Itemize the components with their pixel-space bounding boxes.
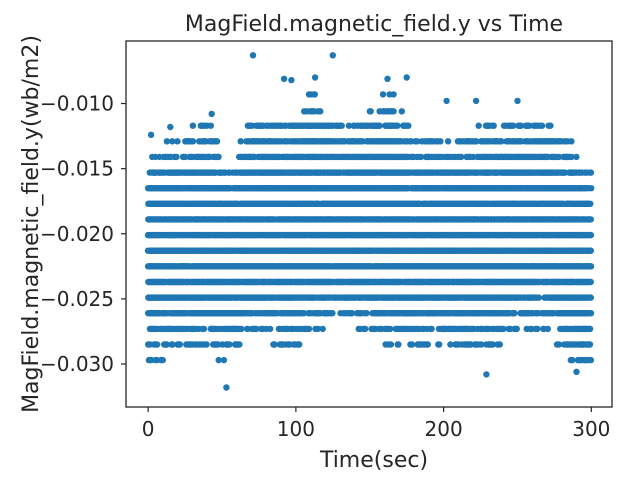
- data-point: [395, 341, 402, 348]
- data-point: [490, 122, 497, 129]
- data-point: [511, 310, 518, 317]
- data-point: [319, 325, 326, 333]
- data-point: [317, 108, 324, 115]
- data-point: [363, 310, 370, 317]
- data-point: [159, 356, 166, 364]
- data-point: [163, 341, 171, 348]
- data-point: [329, 310, 336, 317]
- data-point: [226, 341, 233, 348]
- data-point: [387, 341, 395, 348]
- data-point: [405, 122, 412, 129]
- data-point: [253, 325, 260, 333]
- data-point: [213, 138, 221, 145]
- data-point: [424, 341, 431, 348]
- data-point: [390, 108, 397, 115]
- data-point: [236, 341, 243, 348]
- data-point: [220, 356, 228, 364]
- data-point: [237, 138, 244, 145]
- data-point: [267, 325, 274, 333]
- data-point: [215, 356, 222, 364]
- data-point: [447, 341, 454, 348]
- data-point: [300, 310, 308, 317]
- data-point: [348, 310, 356, 317]
- data-point: [189, 138, 197, 145]
- data-point: [296, 341, 303, 348]
- data-point: [436, 341, 443, 348]
- data-point: [215, 153, 222, 161]
- data-point: [417, 153, 425, 161]
- data-point: [478, 341, 485, 348]
- data-point: [238, 325, 245, 333]
- data-point: [173, 153, 180, 161]
- data-point: [345, 122, 353, 129]
- data-point: [444, 138, 452, 145]
- data-point: [154, 341, 161, 348]
- data-point: [189, 122, 197, 129]
- data-point: [394, 122, 401, 129]
- data-point: [513, 325, 520, 333]
- data-point: [207, 122, 214, 129]
- data-point: [163, 138, 171, 145]
- data-point: [203, 341, 210, 348]
- data-point: [362, 325, 369, 333]
- data-point: [176, 341, 184, 348]
- data-point: [390, 91, 397, 98]
- chart-title: MagField.magnetic_field.y vs Time: [185, 12, 563, 37]
- data-point: [408, 341, 416, 348]
- data-point: [376, 122, 383, 129]
- data-point: [437, 138, 444, 145]
- data-point: [311, 91, 318, 98]
- data-point: [174, 138, 181, 145]
- data-point: [338, 122, 345, 129]
- data-point: [473, 138, 480, 145]
- data-point: [314, 325, 321, 333]
- data-point: [367, 108, 374, 115]
- data-point: [428, 325, 435, 333]
- data-point: [475, 122, 482, 129]
- data-point: [169, 341, 176, 348]
- data-point: [458, 153, 465, 161]
- data-point: [169, 138, 176, 145]
- data-point: [387, 325, 394, 333]
- data-point: [496, 341, 503, 348]
- data-point: [305, 325, 313, 333]
- data-point: [414, 138, 421, 145]
- data-point: [271, 341, 278, 348]
- data-point: [398, 108, 405, 115]
- data-point: [200, 325, 208, 333]
- scatter-points: [144, 52, 595, 391]
- data-point: [379, 91, 387, 98]
